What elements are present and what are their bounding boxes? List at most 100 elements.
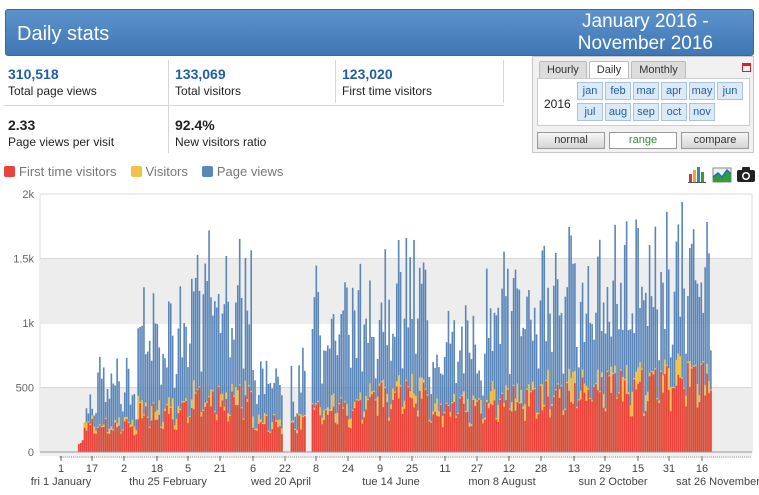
- bar-first-time-visitors: [418, 390, 421, 452]
- bar-first-time-visitors: [267, 431, 270, 452]
- month-jan[interactable]: jan: [577, 82, 603, 100]
- month-sep[interactable]: sep: [633, 103, 659, 121]
- stat-total-page-views: 310,518 Total page views: [8, 66, 97, 98]
- bar-page-views: [627, 330, 630, 452]
- compare-button[interactable]: compare: [681, 132, 749, 149]
- month-jul[interactable]: jul: [577, 103, 603, 121]
- bar-first-time-visitors: [700, 364, 703, 452]
- bar-first-time-visitors: [83, 427, 86, 452]
- bar-page-views: [516, 288, 519, 452]
- bar-page-views: [212, 315, 214, 452]
- bar-first-time-visitors: [122, 430, 124, 452]
- bar-first-time-visitors: [394, 392, 396, 452]
- bar-first-time-visitors: [436, 415, 438, 452]
- month-jun[interactable]: jun: [717, 82, 743, 100]
- legend-item-first-time-visitors[interactable]: First time visitors: [4, 164, 117, 179]
- tab-hourly[interactable]: Hourly: [539, 61, 587, 78]
- bar-first-time-visitors: [384, 388, 387, 452]
- month-feb[interactable]: feb: [605, 82, 631, 100]
- month-mar[interactable]: mar: [633, 82, 659, 100]
- bar-first-time-visitors: [160, 427, 162, 452]
- bar-page-views: [102, 367, 105, 452]
- bar-first-time-visitors: [474, 406, 477, 452]
- x-tick-label: 28: [535, 463, 547, 475]
- bar-first-time-visitors: [327, 414, 329, 452]
- bar-page-views: [327, 345, 329, 452]
- bar-first-time-visitors: [175, 429, 178, 452]
- bar-page-views: [468, 352, 471, 452]
- bar-page-views: [154, 323, 157, 452]
- bar-page-views: [319, 335, 321, 452]
- bar-page-views: [244, 258, 247, 452]
- bar-first-time-visitors: [543, 406, 546, 452]
- bar-first-time-visitors: [334, 422, 337, 452]
- bar-page-views: [648, 244, 651, 452]
- bar-page-views: [474, 344, 477, 452]
- month-aug[interactable]: aug: [605, 103, 631, 121]
- bar-first-time-visitors: [560, 386, 563, 452]
- month-may[interactable]: may: [689, 82, 715, 100]
- bar-first-time-visitors: [443, 413, 446, 452]
- bar-first-time-visitors: [612, 374, 615, 452]
- x-tick-label: 15: [632, 463, 644, 475]
- bar-page-views: [290, 365, 293, 452]
- bar-first-time-visitors: [250, 392, 253, 452]
- bar-first-time-visitors: [139, 403, 141, 452]
- bar-page-views: [349, 367, 352, 452]
- bar-chart-icon[interactable]: [688, 165, 706, 183]
- tab-daily[interactable]: Daily: [588, 61, 630, 78]
- bar-first-time-visitors: [455, 417, 457, 452]
- legend-item-visitors[interactable]: Visitors: [130, 164, 188, 179]
- bar-first-time-visitors: [219, 406, 222, 452]
- bar-first-time-visitors: [608, 376, 611, 452]
- calendar-icon[interactable]: [742, 63, 751, 72]
- bar-page-views: [537, 368, 540, 452]
- bar-page-views: [254, 380, 256, 452]
- range-button[interactable]: range: [609, 132, 677, 149]
- month-nov[interactable]: nov: [689, 103, 715, 121]
- bar-page-views: [156, 324, 159, 452]
- bar-page-views: [643, 300, 645, 452]
- area-chart-icon[interactable]: [712, 165, 732, 183]
- bar-first-time-visitors: [620, 370, 622, 452]
- bar-first-time-visitors: [221, 400, 224, 452]
- bar-page-views: [106, 388, 109, 452]
- bar-first-time-visitors: [129, 427, 132, 452]
- bar-page-views: [246, 310, 249, 452]
- bar-page-views: [344, 282, 346, 452]
- bar-page-views: [579, 301, 582, 452]
- bar-first-time-visitors: [240, 408, 243, 452]
- legend-item-page-views[interactable]: Page views: [201, 164, 283, 179]
- bar-page-views: [551, 351, 553, 452]
- y-tick-label: 500: [16, 383, 34, 395]
- bar-page-views: [194, 277, 197, 452]
- bar-first-time-visitors: [541, 410, 544, 452]
- month-apr[interactable]: apr: [661, 82, 687, 100]
- bar-page-views: [265, 360, 268, 452]
- bar-first-time-visitors: [254, 430, 256, 452]
- bar-page-views: [160, 384, 162, 452]
- bar-first-time-visitors: [459, 398, 461, 452]
- bar-first-time-visitors: [447, 406, 450, 452]
- bar-first-time-visitors: [340, 398, 343, 452]
- bar-first-time-visitors: [112, 430, 115, 452]
- bar-page-views: [445, 342, 448, 452]
- bar-first-time-visitors: [171, 419, 174, 452]
- date-range-title: January 2016 - November 2016: [578, 11, 713, 55]
- month-oct[interactable]: oct: [661, 103, 687, 121]
- bar-first-time-visitors: [422, 382, 425, 452]
- bar-first-time-visitors: [127, 423, 130, 452]
- stat-label: Total page views: [8, 84, 97, 98]
- tab-monthly[interactable]: Monthly: [631, 61, 686, 78]
- bar-page-views: [667, 269, 670, 452]
- bar-first-time-visitors: [654, 369, 657, 452]
- bar-first-time-visitors: [382, 407, 385, 452]
- bar-first-time-visitors: [344, 402, 346, 452]
- normal-button[interactable]: normal: [537, 132, 605, 149]
- camera-icon[interactable]: [736, 165, 755, 183]
- bar-first-time-visitors: [336, 424, 339, 452]
- bar-first-time-visitors: [244, 395, 247, 452]
- bar-first-time-visitors: [554, 390, 557, 452]
- bar-first-time-visitors: [81, 440, 84, 452]
- bar-page-views: [227, 301, 230, 452]
